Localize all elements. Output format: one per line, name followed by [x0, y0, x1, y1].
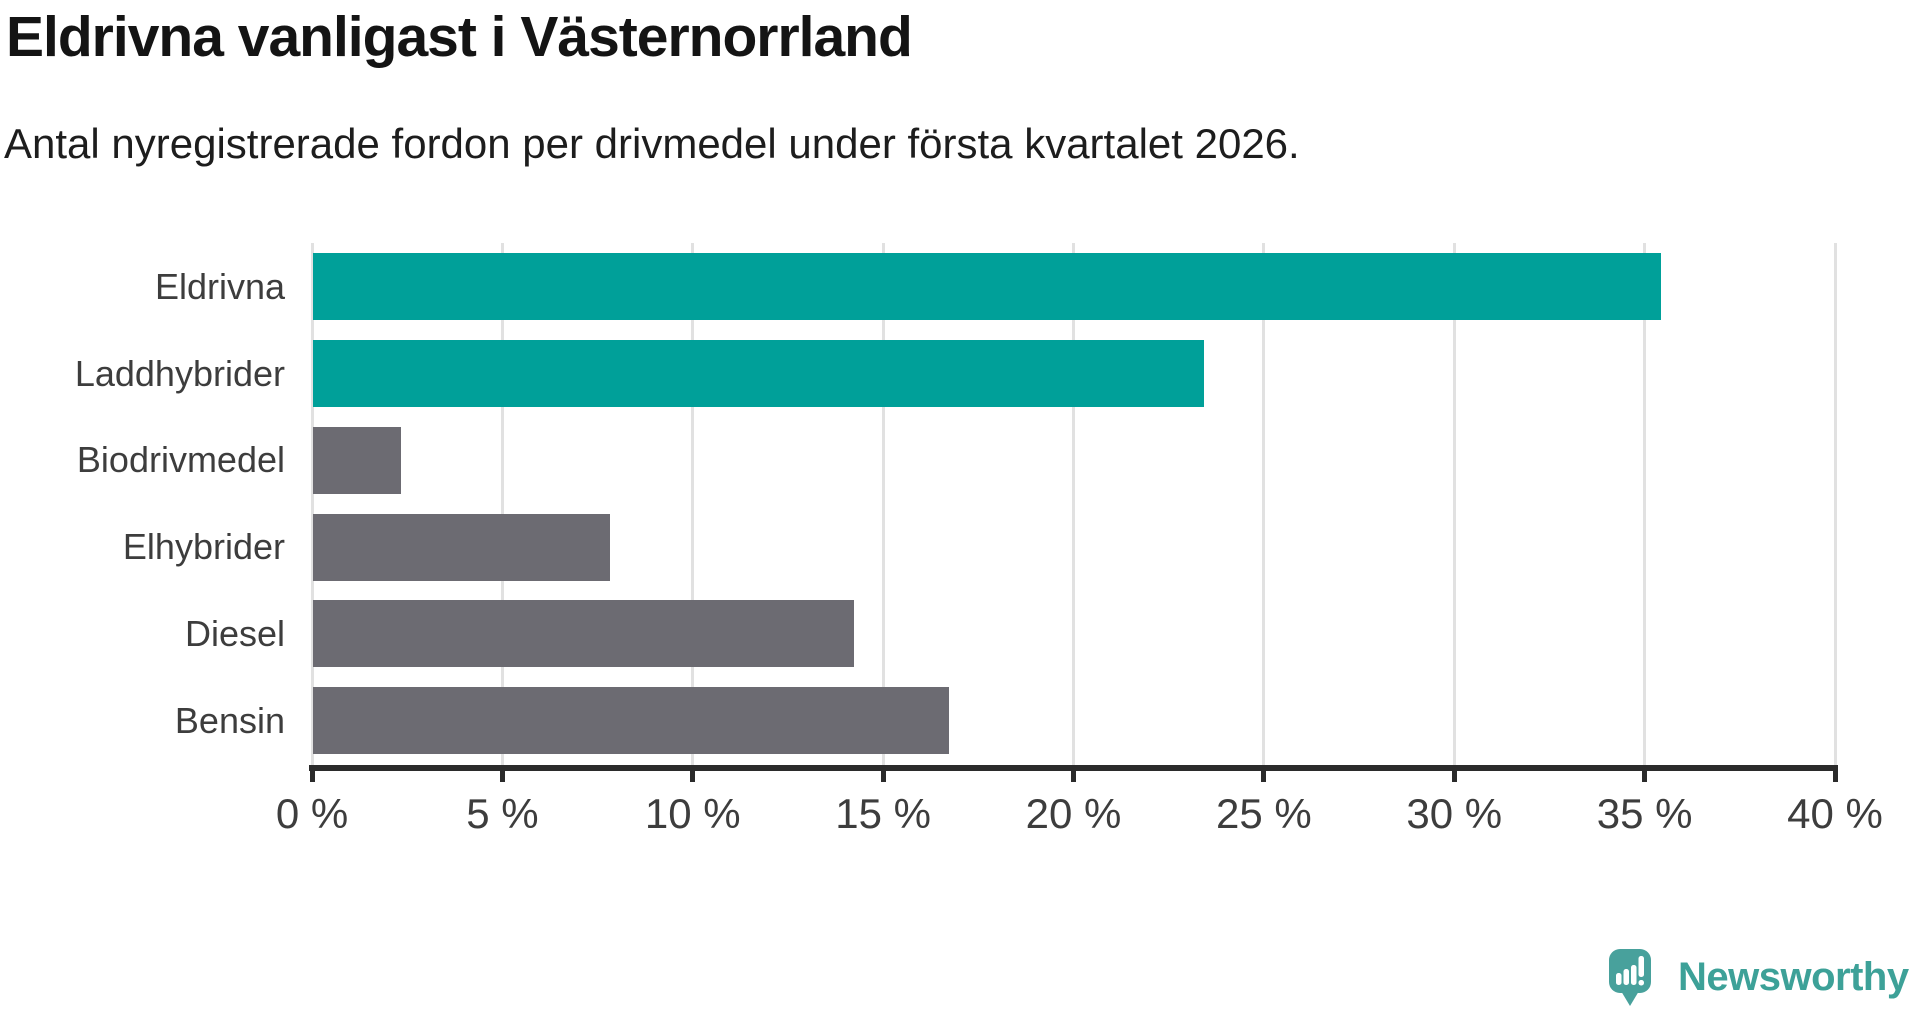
newsworthy-logo: Newsworthy [1608, 948, 1909, 1007]
x-tick-label: 0 % [275, 790, 349, 837]
category-label: Biodrivmedel [76, 439, 285, 481]
x-tick-label: 10 % [644, 790, 741, 837]
x-axis-line [309, 765, 1838, 771]
category-label: Bensin [174, 699, 285, 741]
bar-laddhybrider [313, 340, 1204, 408]
bar-elhybrider [313, 513, 610, 581]
x-gridline [1262, 243, 1266, 765]
x-tick-label: 20 % [1025, 790, 1122, 837]
x-gridline [881, 243, 885, 765]
x-axis-tick [1071, 765, 1076, 782]
x-axis-tick [1261, 765, 1267, 782]
x-axis-tick [880, 765, 886, 782]
bar-biodrivmedel [313, 426, 401, 494]
x-axis-tick [690, 765, 696, 782]
bar-bensin [313, 687, 949, 754]
x-tick-label: 30 % [1406, 790, 1503, 837]
x-gridline [1833, 243, 1837, 765]
x-gridline [1072, 243, 1075, 765]
x-axis-tick [1832, 765, 1838, 782]
x-tick-label: 40 % [1787, 790, 1883, 837]
x-gridline [310, 243, 314, 765]
page-title: Eldrivna vanligast i Västernorrland [6, 5, 913, 69]
x-gridline [1452, 243, 1456, 765]
x-tick-label: 25 % [1216, 790, 1312, 837]
chart-subtitle: Antal nyregistrerade fordon per drivmede… [4, 120, 1300, 167]
x-gridline [500, 243, 504, 765]
newsworthy-wordmark: Newsworthy [1678, 955, 1909, 999]
bar-diesel [313, 600, 854, 668]
x-tick-label: 35 % [1596, 790, 1693, 837]
category-label: Elhybrider [122, 526, 285, 568]
bar-eldrivna [313, 253, 1661, 321]
x-gridline [1643, 243, 1647, 765]
x-tick-label: 5 % [466, 790, 539, 837]
category-label: Laddhybrider [74, 352, 285, 394]
x-axis-tick [499, 765, 505, 782]
x-axis-tick [1642, 765, 1648, 782]
x-gridline [691, 243, 695, 765]
category-label: Eldrivna [154, 265, 285, 307]
newsworthy-bubble-icon [1609, 949, 1651, 1006]
x-axis-tick [1451, 765, 1457, 782]
category-label: Diesel [184, 612, 285, 654]
x-axis-tick [309, 765, 315, 782]
x-tick-label: 15 % [835, 790, 931, 837]
